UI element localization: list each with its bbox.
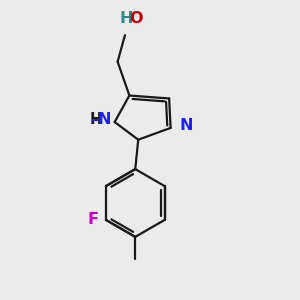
Text: H: H (89, 112, 101, 127)
Text: H: H (120, 11, 133, 26)
Text: F: F (88, 212, 99, 227)
Text: N: N (179, 118, 193, 133)
Text: O: O (129, 11, 143, 26)
Text: –N: –N (90, 112, 112, 127)
